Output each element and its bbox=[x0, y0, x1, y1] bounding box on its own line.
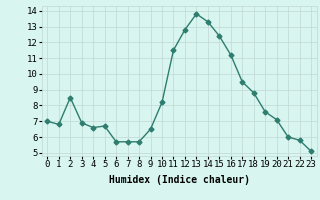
X-axis label: Humidex (Indice chaleur): Humidex (Indice chaleur) bbox=[109, 175, 250, 185]
